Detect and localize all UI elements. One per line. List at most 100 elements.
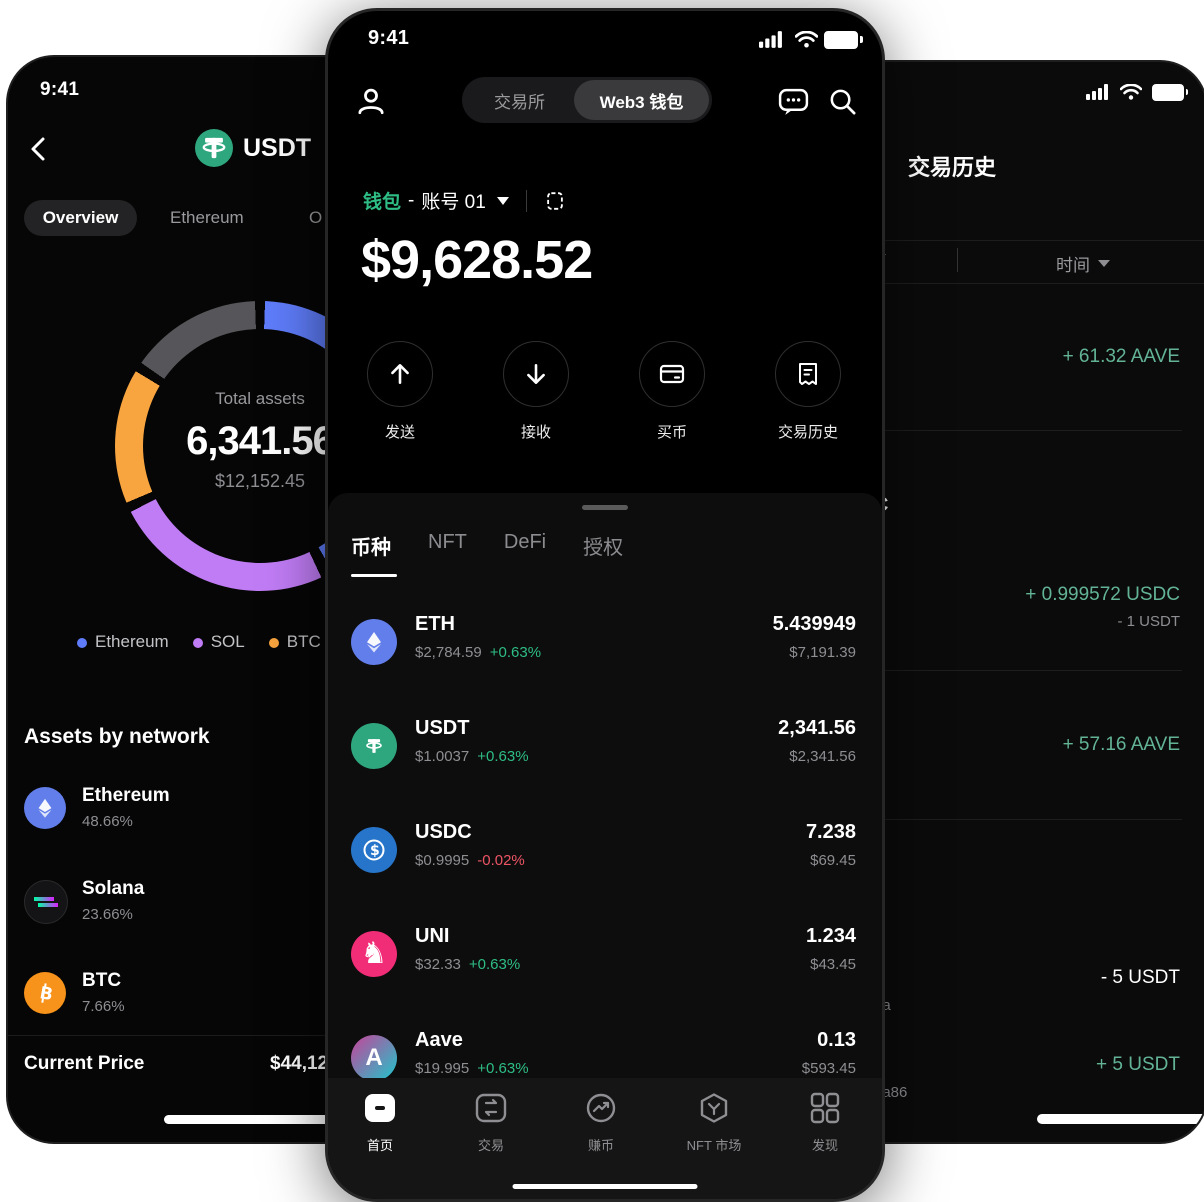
tx-amount[interactable]: + 5 USDT (1096, 1054, 1180, 1075)
usdc-icon: $ (351, 827, 397, 873)
home-indicator (164, 1115, 364, 1124)
token-price: $0.9995 (415, 852, 470, 869)
eth-icon (351, 619, 397, 665)
legend-item: SOL (192, 632, 245, 652)
tab-web3-wallet[interactable]: Web3 钱包 (574, 80, 709, 120)
token-row-aave[interactable]: A Aave $19.995 +0.63% 0.13 $593.45 (328, 1027, 882, 1131)
token-value: $69.45 (810, 852, 856, 869)
filter-time[interactable]: 时间 (1056, 251, 1110, 276)
home-indicator (1037, 1114, 1204, 1124)
network-row-btc[interactable]: B BTC 7.66% (24, 970, 324, 1032)
tab-ethereum[interactable]: Ethereum (170, 208, 244, 227)
tab-coins[interactable]: 币种 (351, 531, 397, 577)
token-row-usdc[interactable]: $ USDC $0.9995 -0.02% 7.238 $69.45 (328, 819, 882, 923)
page-title-text: USDT (243, 133, 312, 162)
back-icon[interactable] (26, 135, 52, 163)
battery-cap (1185, 89, 1188, 95)
usdt-icon (351, 723, 397, 769)
drag-handle[interactable] (582, 505, 628, 510)
nav-earn[interactable]: 赚币 (551, 1092, 651, 1154)
tx-sub-amount: - 1 USDT (1117, 613, 1180, 630)
nav-discover[interactable]: 发现 (775, 1092, 875, 1154)
divider (525, 189, 527, 212)
legend-item: BTC (268, 632, 321, 652)
token-amount: 5.439949 (772, 613, 856, 635)
token-panel: 币种 NFT DeFi 授权 ETH $2,784.59 +0.63% 5.439… (328, 493, 882, 1081)
chat-icon[interactable] (777, 85, 810, 118)
tab-approvals[interactable]: 授权 (583, 537, 624, 559)
tx-amount[interactable]: - 5 USDT (1100, 967, 1180, 988)
token-value: $7,191.39 (789, 644, 856, 661)
wallet-label: 钱包 (363, 192, 402, 213)
arrow-up-icon (367, 341, 433, 407)
token-change: +0.63% (477, 748, 529, 765)
network-row-solana[interactable]: Solana 23.66% (24, 878, 324, 940)
token-amount: 2,341.56 (778, 717, 856, 739)
token-change: +0.63% (489, 644, 542, 661)
chevron-down-icon (496, 196, 509, 205)
legend-dot-sol (192, 638, 203, 648)
token-price: $32.33 (415, 956, 461, 973)
chart-legend: Ethereum SOL BTC (77, 632, 321, 652)
tab-defi[interactable]: DeFi (503, 531, 547, 553)
nft-icon (700, 1093, 728, 1123)
web3-wallet-screen: 9:41 交易所 Web3 钱包 钱包 - 账号 01 $9,628.52 (325, 8, 885, 1202)
account-selector[interactable]: 钱包 - 账号 01 (363, 187, 566, 214)
ethereum-icon (24, 787, 66, 829)
bottom-nav: 首页 交易 赚币 NFT 市场 发现 (328, 1078, 882, 1199)
battery-icon (1152, 84, 1184, 101)
card-icon (639, 341, 705, 407)
buy-crypto-button[interactable]: 买币 (617, 341, 727, 442)
arrow-down-icon (503, 341, 569, 407)
profile-icon[interactable] (354, 84, 388, 118)
token-row-usdt[interactable]: USDT $1.0037 +0.63% 2,341.56 $2,341.56 (328, 715, 882, 819)
status-time: 9:41 (40, 79, 80, 100)
token-value: $2,341.56 (789, 748, 856, 765)
donut-center-label: Total assets (215, 389, 305, 408)
donut-center-sub: $12,152.45 (214, 471, 306, 491)
nav-home[interactable]: 首页 (330, 1092, 430, 1154)
tab-exchange[interactable]: 交易所 (494, 92, 545, 112)
legend-dot-ethereum (77, 638, 87, 648)
usdt-icon (195, 129, 233, 167)
current-price-value: $44,12 (270, 1053, 329, 1074)
token-value: $593.45 (801, 1060, 856, 1077)
tx-amount[interactable]: + 0.999572 USDC (1025, 584, 1180, 605)
nav-nft-market[interactable]: NFT 市场 (664, 1092, 764, 1154)
token-row-eth[interactable]: ETH $2,784.59 +0.63% 5.439949 $7,191.39 (328, 611, 882, 715)
history-button[interactable]: 交易历史 (753, 341, 863, 442)
account-name: 账号 01 (421, 192, 486, 213)
chevron-down-icon (1098, 260, 1110, 267)
copy-address-icon[interactable] (544, 190, 566, 212)
token-row-uni[interactable]: ♞ UNI $32.33 +0.63% 1.234 $43.45 (328, 923, 882, 1027)
token-tabs: 币种 NFT DeFi 授权 (351, 531, 624, 577)
tx-amount[interactable]: + 57.16 AAVE (1062, 734, 1180, 755)
tab-nft[interactable]: NFT (428, 531, 467, 553)
token-price: $2,784.59 (415, 644, 482, 661)
screen-title: 交易历史 (908, 155, 997, 180)
token-price: $1.0037 (415, 748, 470, 765)
home-indicator (512, 1184, 698, 1189)
tab-partial[interactable]: O (309, 208, 323, 227)
solana-icon (24, 880, 68, 924)
nav-trade[interactable]: 交易 (441, 1092, 541, 1154)
donut-center-value: 6,341.56 (186, 419, 335, 463)
svg-text:$: $ (370, 843, 380, 859)
tab-overview[interactable]: Overview (24, 200, 137, 236)
home-icon (365, 1094, 395, 1122)
page-title: USDT (195, 129, 311, 167)
token-change: -0.02% (477, 852, 525, 869)
network-row-ethereum[interactable]: Ethereum 48.66% (24, 785, 324, 847)
send-button[interactable]: 发送 (345, 341, 455, 442)
search-icon[interactable] (827, 86, 858, 117)
discover-icon (810, 1092, 840, 1124)
current-price-label: Current Price (24, 1053, 145, 1074)
token-amount: 1.234 (805, 925, 856, 947)
total-balance: $9,628.52 (361, 230, 593, 290)
wifi-icon (1120, 84, 1142, 100)
receive-button[interactable]: 接收 (481, 341, 591, 442)
signal-icon (1086, 84, 1108, 100)
segmented-control: 交易所 Web3 钱包 (462, 77, 712, 123)
tx-amount[interactable]: + 61.32 AAVE (1062, 346, 1180, 367)
token-value: $43.45 (810, 956, 856, 973)
